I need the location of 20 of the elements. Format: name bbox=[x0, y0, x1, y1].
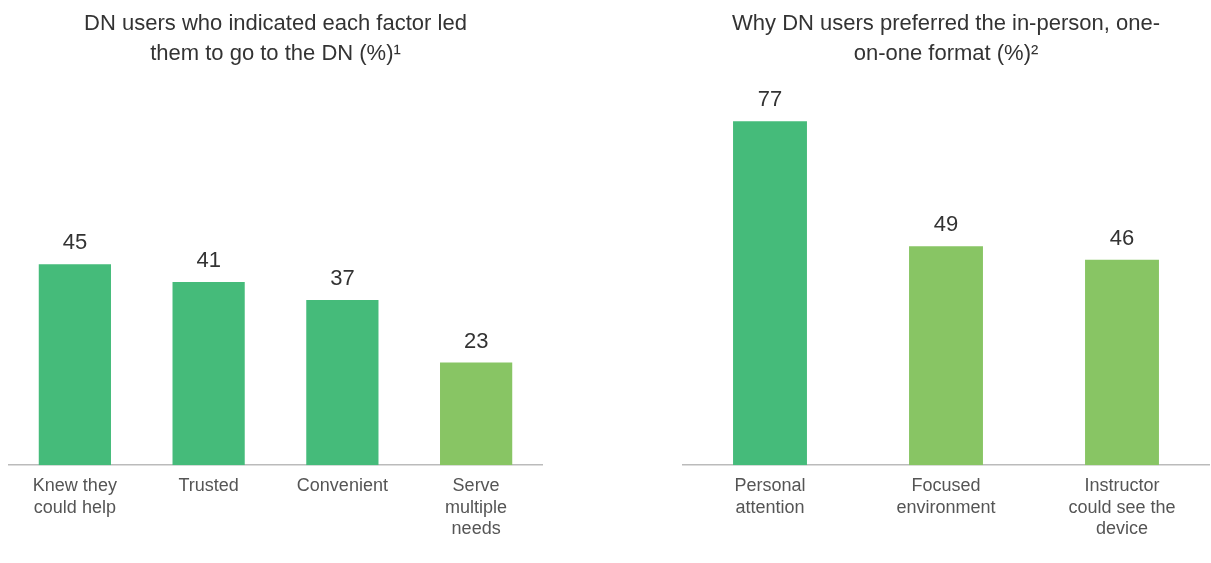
bar bbox=[440, 362, 513, 466]
x-tick-label: Convenient bbox=[296, 474, 388, 495]
chart-title: Why DN users preferred the in-person, one-on-one format (%)² bbox=[731, 9, 1161, 67]
data-label: 45 bbox=[62, 229, 88, 255]
data-label: 23 bbox=[463, 327, 489, 353]
x-tick-label: Instructor could see the device bbox=[1068, 474, 1176, 539]
x-tick-label: Knew they could help bbox=[32, 474, 117, 517]
data-label: 77 bbox=[757, 86, 783, 112]
data-label: 37 bbox=[330, 265, 355, 290]
chart-title: DN users who indicated each factor led them to go to the DN (%)¹ bbox=[83, 9, 468, 67]
x-tick-label: Focused environment bbox=[896, 474, 996, 517]
data-label: 49 bbox=[933, 211, 959, 237]
bar bbox=[306, 299, 379, 466]
bar bbox=[172, 282, 245, 466]
bar bbox=[38, 264, 111, 466]
data-label: 41 bbox=[196, 247, 221, 273]
x-tick-label: Trusted bbox=[178, 474, 239, 495]
x-tick-label: Serve multiple needs bbox=[445, 474, 508, 539]
data-label: 46 bbox=[1109, 224, 1135, 250]
x-tick-label: Personal attention bbox=[734, 474, 806, 517]
